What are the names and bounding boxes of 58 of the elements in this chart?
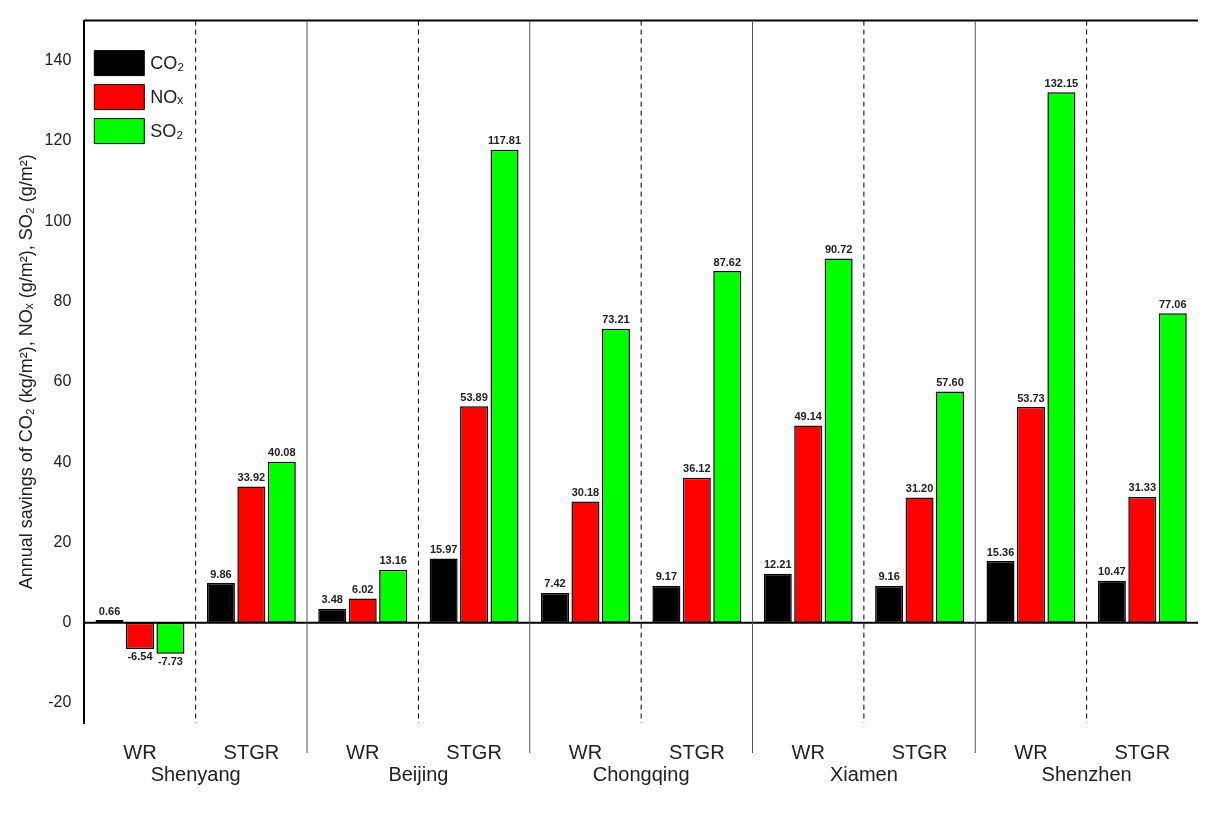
x-tick-label: STGR bbox=[446, 740, 502, 763]
data-label: 6.02 bbox=[352, 583, 374, 596]
x-tick-label: STGR bbox=[1114, 740, 1171, 763]
text: Chongqing bbox=[592, 762, 690, 785]
data-label: 9.16 bbox=[878, 570, 900, 583]
legend-label: SO₂ bbox=[150, 120, 184, 141]
data-label: 132.15 bbox=[1044, 76, 1079, 89]
x-tick-label: WR bbox=[123, 740, 157, 763]
data-label: 10.47 bbox=[1098, 565, 1126, 578]
data-label: 13.16 bbox=[379, 554, 407, 567]
data-label: 0.66 bbox=[98, 604, 121, 617]
x-tick-label: WR bbox=[346, 740, 380, 763]
data-label: 31.20 bbox=[905, 481, 934, 494]
data-label: 117.81 bbox=[488, 134, 522, 147]
x-tick-label: STGR bbox=[223, 740, 280, 763]
y-tick-label: -20 bbox=[48, 693, 72, 711]
y-tick-label: 80 bbox=[53, 291, 72, 309]
text: Shenyang bbox=[150, 762, 241, 785]
x-tick-label: WR bbox=[791, 740, 825, 763]
text: Xiamen bbox=[829, 762, 898, 785]
data-label: 53.73 bbox=[1017, 391, 1045, 404]
data-label: -7.73 bbox=[157, 655, 183, 668]
data-label: 30.18 bbox=[571, 486, 600, 499]
y-tick-label: 0 bbox=[62, 613, 72, 631]
y-tick-label: 60 bbox=[53, 372, 72, 390]
y-tick-label: 100 bbox=[44, 211, 72, 229]
y-tick-label: 120 bbox=[44, 131, 72, 149]
x-tick-label: STGR bbox=[891, 740, 948, 763]
data-label: 33.92 bbox=[237, 471, 266, 484]
data-label: 87.62 bbox=[713, 255, 742, 268]
data-label: 3.48 bbox=[321, 593, 343, 606]
data-label: 40.08 bbox=[268, 446, 296, 459]
data-label: 15.97 bbox=[429, 543, 458, 556]
x-tick-label: WR bbox=[1014, 740, 1048, 763]
data-label: 73.21 bbox=[602, 313, 630, 326]
text: Beijing bbox=[388, 762, 449, 785]
y-axis-title: Annual savings of CO₂ (kg/m²), NOₓ (g/m²), SO₂ (g/m²) bbox=[15, 154, 36, 590]
data-label: 9.17 bbox=[655, 570, 678, 583]
legend-label: CO₂ bbox=[150, 52, 185, 73]
data-label: 15.36 bbox=[986, 545, 1015, 558]
x-tick-label: STGR bbox=[669, 740, 725, 763]
y-tick-label: 20 bbox=[53, 532, 72, 550]
y-tick-label: 40 bbox=[53, 452, 72, 470]
data-label: -6.54 bbox=[127, 650, 154, 663]
data-label: 90.72 bbox=[824, 243, 853, 256]
data-label: 12.21 bbox=[764, 558, 792, 571]
data-label: 57.60 bbox=[936, 376, 964, 388]
data-label: 9.86 bbox=[210, 567, 232, 580]
data-label: 36.12 bbox=[683, 462, 711, 475]
data-label: 31.33 bbox=[1128, 481, 1157, 494]
legend-label: NOₓ bbox=[150, 86, 184, 107]
x-tick-label: WR bbox=[568, 740, 603, 763]
data-label: 53.89 bbox=[460, 390, 488, 403]
text: Shenzhen bbox=[1041, 762, 1132, 785]
data-label: 77.06 bbox=[1158, 297, 1187, 310]
data-label: 49.14 bbox=[794, 409, 823, 422]
data-label: 7.42 bbox=[544, 577, 566, 590]
y-tick-label: 140 bbox=[44, 51, 72, 69]
